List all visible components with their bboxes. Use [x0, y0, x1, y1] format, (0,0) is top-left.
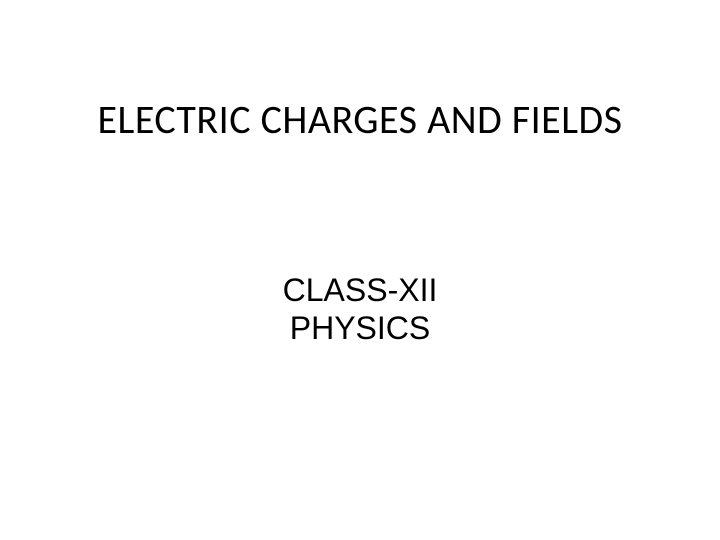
slide-title: ELECTRIC CHARGES AND FIELDS	[0, 95, 720, 144]
subtitle-line-2: PHYSICS	[0, 310, 720, 348]
subtitle-line-1: CLASS-XII	[0, 272, 720, 310]
slide-subtitle: CLASS-XII PHYSICS	[0, 272, 720, 348]
